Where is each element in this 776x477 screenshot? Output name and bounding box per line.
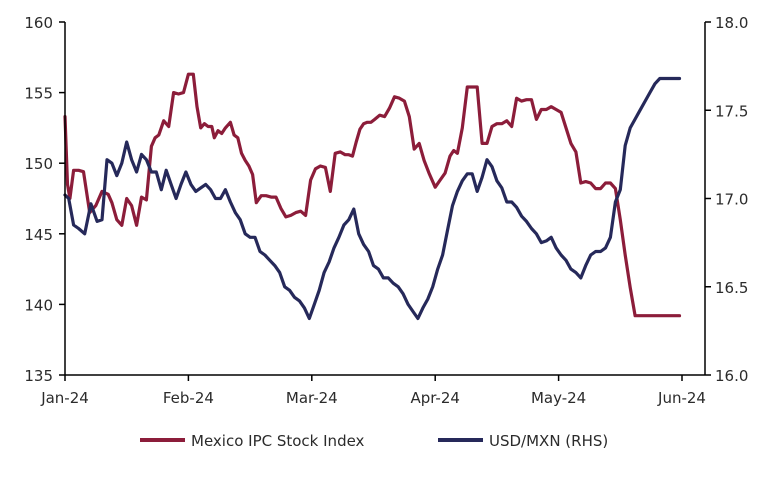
right-tick-label: 17.5 bbox=[715, 102, 748, 120]
legend-label-ipc: Mexico IPC Stock Index bbox=[191, 432, 365, 450]
left-tick-label: 150 bbox=[24, 155, 53, 173]
plot-area bbox=[63, 72, 682, 321]
right-tick-label: 16.5 bbox=[715, 279, 748, 297]
series-line-usdmxn bbox=[63, 76, 682, 321]
x-tick-label: Jan-24 bbox=[40, 389, 89, 407]
left-tick-label: 160 bbox=[24, 14, 53, 32]
legend: Mexico IPC Stock Index USD/MXN (RHS) bbox=[140, 432, 608, 450]
series-line-ipc bbox=[63, 72, 682, 318]
x-tick-label: Jun-24 bbox=[657, 389, 706, 407]
axes: 135 140 145 150 155 160 16.0 16.5 17.0 17.5 18.0 Ja… bbox=[24, 14, 748, 407]
right-tick-label: 18.0 bbox=[715, 14, 748, 32]
x-tick-label: Mar-24 bbox=[286, 389, 338, 407]
x-tick-label: Apr-24 bbox=[410, 389, 460, 407]
right-tick-label: 17.0 bbox=[715, 191, 748, 209]
x-tick-label: May-24 bbox=[531, 389, 586, 407]
x-tick-label: Feb-24 bbox=[163, 389, 214, 407]
left-tick-label: 140 bbox=[24, 296, 53, 314]
right-tick-label: 16.0 bbox=[715, 367, 748, 385]
left-tick-label: 135 bbox=[24, 367, 53, 385]
left-tick-label: 155 bbox=[24, 85, 53, 103]
legend-label-usdmxn: USD/MXN (RHS) bbox=[489, 432, 608, 450]
left-tick-label: 145 bbox=[24, 226, 53, 244]
